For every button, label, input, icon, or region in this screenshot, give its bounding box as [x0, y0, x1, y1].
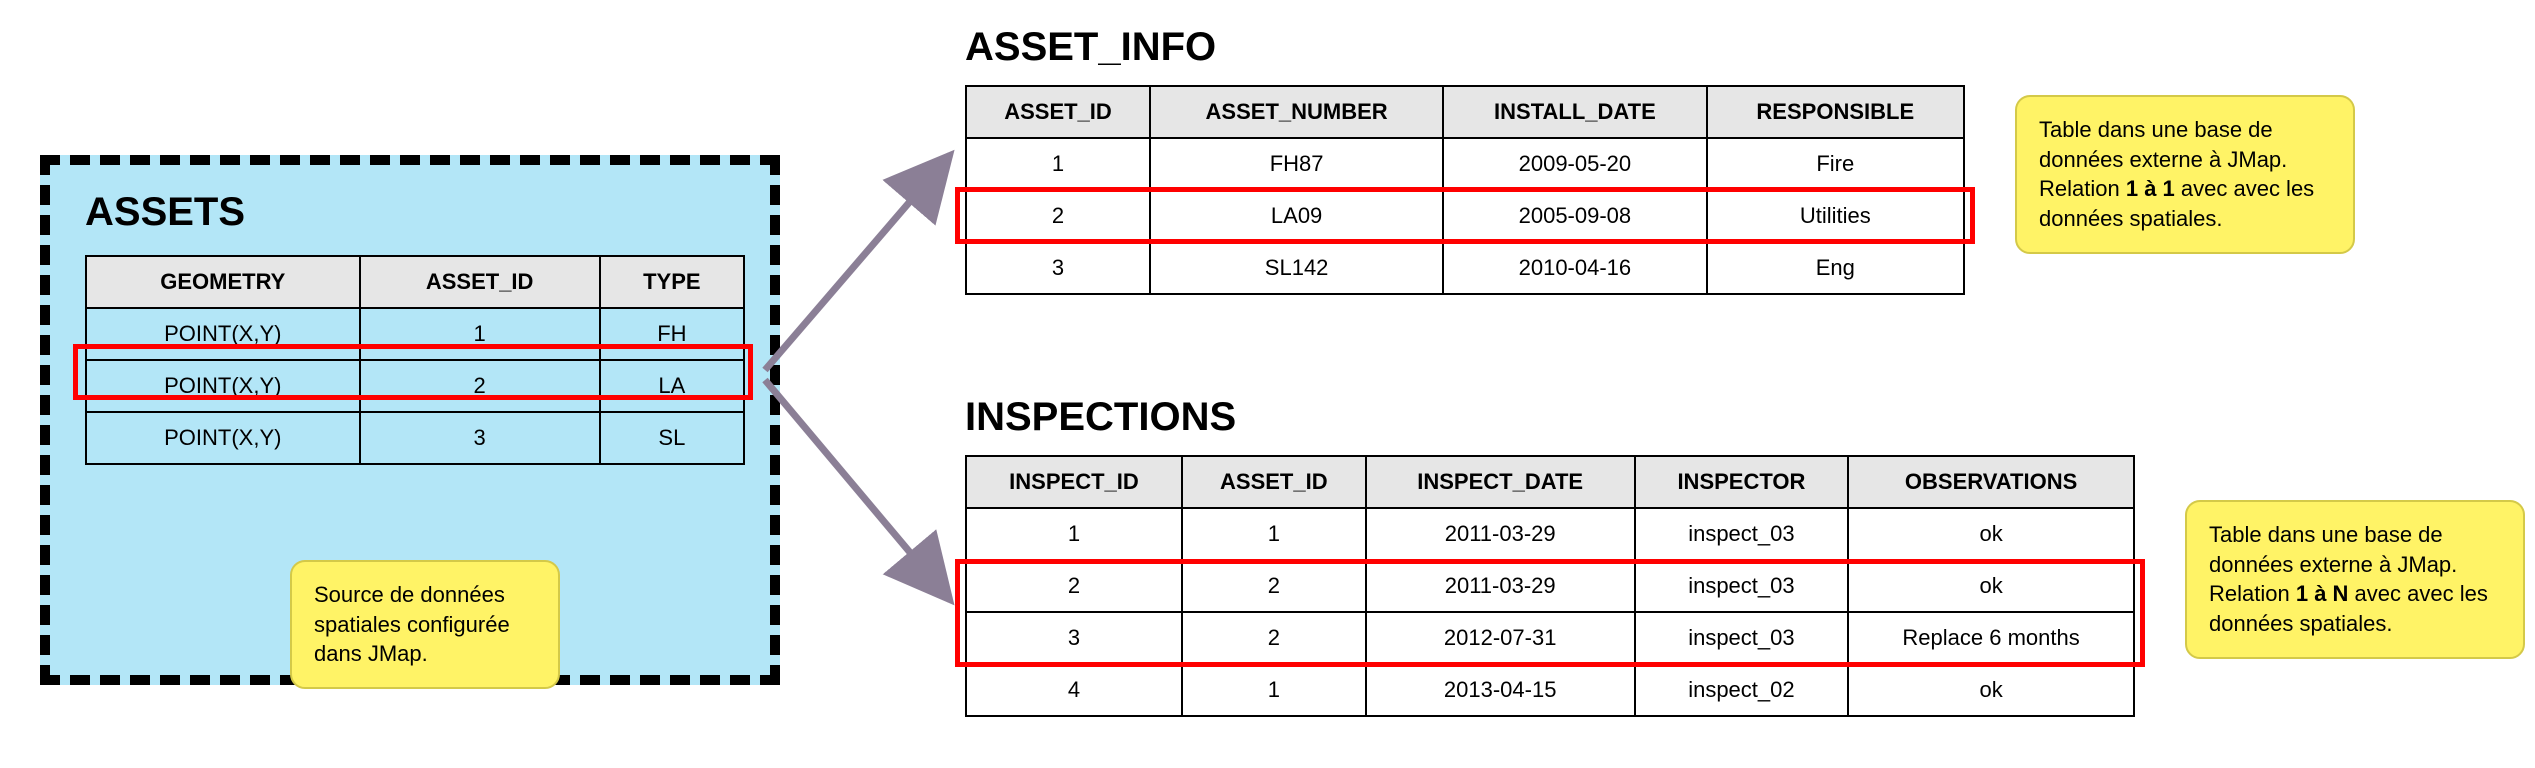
- cell: POINT(X,Y): [86, 308, 360, 360]
- cell: inspect_03: [1635, 612, 1849, 664]
- col-header: ASSET_NUMBER: [1150, 86, 1443, 138]
- cell: 2: [1182, 612, 1366, 664]
- cell: Eng: [1707, 242, 1964, 294]
- table-header-row: GEOMETRY ASSET_ID TYPE: [86, 256, 744, 308]
- table-header-row: INSPECT_ID ASSET_ID INSPECT_DATE INSPECT…: [966, 456, 2134, 508]
- arrow-to-inspections: [755, 370, 965, 620]
- col-header: INSTALL_DATE: [1443, 86, 1706, 138]
- cell: 2011-03-29: [1366, 508, 1635, 560]
- table-row: 2 LA09 2005-09-08 Utilities: [966, 190, 1964, 242]
- note-bold: 1 à 1: [2126, 176, 2175, 201]
- cell: 2: [966, 190, 1150, 242]
- inspections-table: INSPECT_ID ASSET_ID INSPECT_DATE INSPECT…: [965, 455, 2135, 717]
- cell: 2013-04-15: [1366, 664, 1635, 716]
- table-row: 1 1 2011-03-29 inspect_03 ok: [966, 508, 2134, 560]
- cell: ok: [1848, 508, 2134, 560]
- table-header-row: ASSET_ID ASSET_NUMBER INSTALL_DATE RESPO…: [966, 86, 1964, 138]
- table-row: POINT(X,Y) 1 FH: [86, 308, 744, 360]
- cell: 2: [966, 560, 1182, 612]
- cell: SL142: [1150, 242, 1443, 294]
- cell: 3: [360, 412, 600, 464]
- cell: 2012-07-31: [1366, 612, 1635, 664]
- cell: LA: [600, 360, 744, 412]
- col-header: ASSET_ID: [966, 86, 1150, 138]
- table-row: 1 FH87 2009-05-20 Fire: [966, 138, 1964, 190]
- assets-note: Source de données spatiales configurée d…: [290, 560, 560, 689]
- cell: SL: [600, 412, 744, 464]
- table-row: 4 1 2013-04-15 inspect_02 ok: [966, 664, 2134, 716]
- cell: Replace 6 months: [1848, 612, 2134, 664]
- cell: Utilities: [1707, 190, 1964, 242]
- inspections-block: INSPECTIONS INSPECT_ID ASSET_ID INSPECT_…: [965, 395, 2135, 717]
- cell: inspect_02: [1635, 664, 1849, 716]
- cell: 2005-09-08: [1443, 190, 1706, 242]
- cell: 2010-04-16: [1443, 242, 1706, 294]
- asset-info-note: Table dans une base de données externe à…: [2015, 95, 2355, 254]
- cell: 2: [1182, 560, 1366, 612]
- table-row: 3 2 2012-07-31 inspect_03 Replace 6 mont…: [966, 612, 2134, 664]
- note-bold: 1 à N: [2296, 581, 2349, 606]
- col-header: INSPECT_DATE: [1366, 456, 1635, 508]
- cell: inspect_03: [1635, 508, 1849, 560]
- table-row: 2 2 2011-03-29 inspect_03 ok: [966, 560, 2134, 612]
- cell: 1: [1182, 664, 1366, 716]
- cell: 2011-03-29: [1366, 560, 1635, 612]
- cell: FH: [600, 308, 744, 360]
- col-header: GEOMETRY: [86, 256, 360, 308]
- cell: POINT(X,Y): [86, 412, 360, 464]
- cell: Fire: [1707, 138, 1964, 190]
- col-header: RESPONSIBLE: [1707, 86, 1964, 138]
- cell: LA09: [1150, 190, 1443, 242]
- col-header: INSPECTOR: [1635, 456, 1849, 508]
- cell: inspect_03: [1635, 560, 1849, 612]
- table-row: POINT(X,Y) 3 SL: [86, 412, 744, 464]
- arrow-to-asset-info: [755, 135, 965, 385]
- cell: POINT(X,Y): [86, 360, 360, 412]
- cell: 2009-05-20: [1443, 138, 1706, 190]
- cell: 1: [1182, 508, 1366, 560]
- cell: ok: [1848, 664, 2134, 716]
- cell: 1: [360, 308, 600, 360]
- note-text: Source de données spatiales configurée d…: [314, 582, 510, 666]
- col-header: OBSERVATIONS: [1848, 456, 2134, 508]
- cell: FH87: [1150, 138, 1443, 190]
- assets-title: ASSETS: [85, 190, 735, 235]
- cell: 4: [966, 664, 1182, 716]
- col-header: ASSET_ID: [360, 256, 600, 308]
- cell: 3: [966, 612, 1182, 664]
- cell: 2: [360, 360, 600, 412]
- asset-info-table: ASSET_ID ASSET_NUMBER INSTALL_DATE RESPO…: [965, 85, 1965, 295]
- cell: 1: [966, 508, 1182, 560]
- inspections-note: Table dans une base de données externe à…: [2185, 500, 2525, 659]
- cell: ok: [1848, 560, 2134, 612]
- asset-info-block: ASSET_INFO ASSET_ID ASSET_NUMBER INSTALL…: [965, 25, 1965, 295]
- table-row: POINT(X,Y) 2 LA: [86, 360, 744, 412]
- col-header: TYPE: [600, 256, 744, 308]
- asset-info-title: ASSET_INFO: [965, 25, 1965, 70]
- inspections-title: INSPECTIONS: [965, 395, 2135, 440]
- col-header: INSPECT_ID: [966, 456, 1182, 508]
- cell: 3: [966, 242, 1150, 294]
- table-row: 3 SL142 2010-04-16 Eng: [966, 242, 1964, 294]
- cell: 1: [966, 138, 1150, 190]
- assets-table: GEOMETRY ASSET_ID TYPE POINT(X,Y) 1 FH P…: [85, 255, 745, 465]
- col-header: ASSET_ID: [1182, 456, 1366, 508]
